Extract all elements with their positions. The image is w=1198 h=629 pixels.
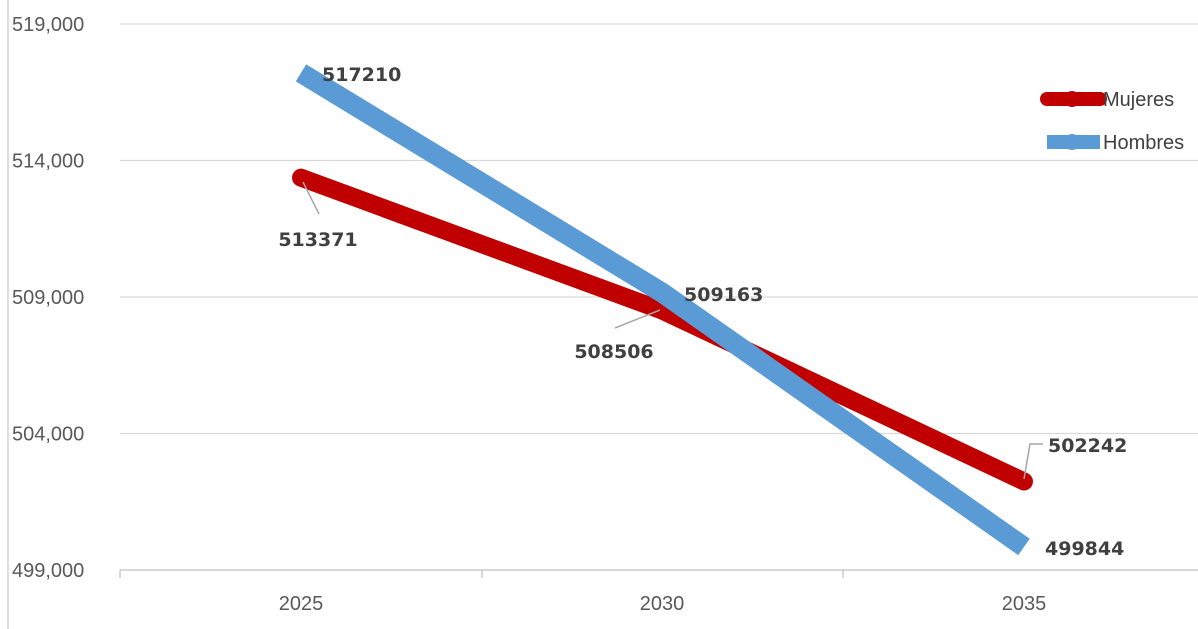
data-label-hombres: 509163 bbox=[684, 284, 763, 306]
leader-line bbox=[614, 309, 661, 329]
y-tick-label: 509,000 bbox=[12, 287, 84, 309]
legend: Mujeres Hombres bbox=[1040, 89, 1184, 154]
data-label-mujeres: 502242 bbox=[1048, 435, 1127, 457]
series-line-hombres bbox=[295, 64, 1030, 556]
series-line-mujeres bbox=[292, 168, 1033, 491]
data-label-hombres: 499844 bbox=[1045, 538, 1124, 560]
legend-marker-mujeres bbox=[1064, 91, 1080, 107]
legend-label-mujeres: Mujeres bbox=[1103, 89, 1174, 111]
legend-marker-hombres bbox=[1064, 134, 1080, 150]
series-lines bbox=[292, 64, 1033, 556]
data-labels: 513371 508506 502242 517210 509163 499844 bbox=[278, 64, 1127, 560]
gridlines bbox=[120, 23, 1198, 435]
leader-line bbox=[302, 181, 320, 215]
x-tick-label: 2035 bbox=[1002, 593, 1047, 615]
axes: 499,000 504,000 509,000 514,000 519,000 2025 2… bbox=[7, 0, 1198, 629]
legend-label-hombres: Hombres bbox=[1103, 132, 1184, 154]
y-tick-label: 504,000 bbox=[12, 424, 84, 446]
x-tick-label: 2025 bbox=[279, 593, 324, 615]
leader-line bbox=[1023, 443, 1043, 480]
data-label-mujeres: 508506 bbox=[574, 341, 653, 363]
data-label-hombres: 517210 bbox=[322, 64, 401, 86]
y-tick-label: 499,000 bbox=[12, 560, 84, 582]
x-tick-label: 2030 bbox=[640, 593, 685, 615]
y-tick-label: 514,000 bbox=[12, 151, 84, 173]
y-tick-label: 519,000 bbox=[12, 14, 84, 36]
data-label-mujeres: 513371 bbox=[278, 229, 357, 251]
